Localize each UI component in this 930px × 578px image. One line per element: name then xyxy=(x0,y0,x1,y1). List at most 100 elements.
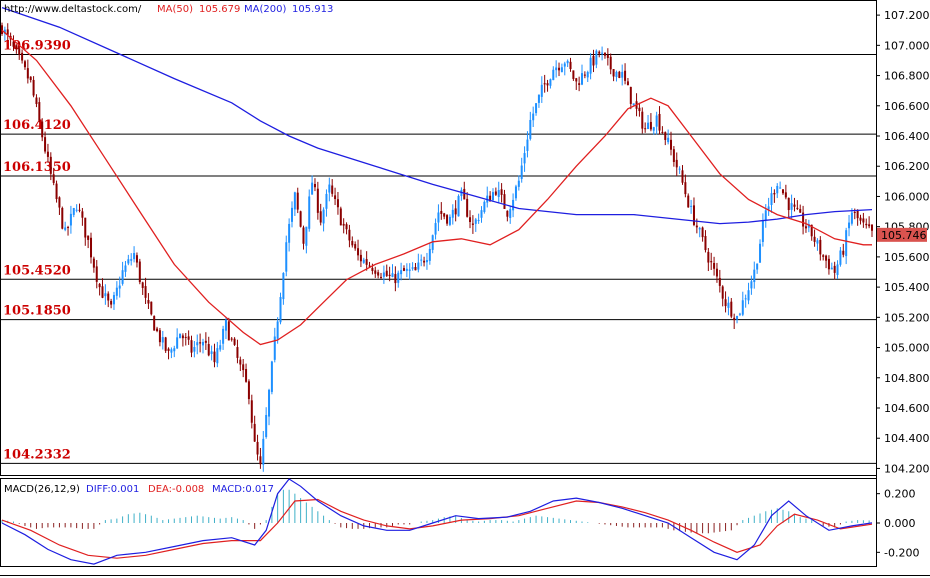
candle-body xyxy=(207,344,210,356)
price-tick-label: 106.600 xyxy=(884,100,930,113)
level-label: 105.1850 xyxy=(3,304,71,319)
candle-body xyxy=(853,212,856,214)
candle-body xyxy=(181,335,184,339)
candle-body xyxy=(457,195,460,217)
price-tick-label: 107.000 xyxy=(884,39,930,52)
candle-body xyxy=(655,115,658,127)
candle-body xyxy=(316,188,319,213)
candle-body xyxy=(509,209,512,218)
candle-body xyxy=(69,213,72,226)
candle-body xyxy=(543,83,546,85)
candle-body xyxy=(870,224,874,231)
candle-body xyxy=(704,236,707,251)
candle-body xyxy=(603,52,606,56)
price-tick-label: 106.200 xyxy=(884,160,930,173)
level-label: 105.4520 xyxy=(3,263,71,278)
last-price-box xyxy=(877,227,927,242)
candle-body xyxy=(420,259,423,261)
candle-body xyxy=(761,220,764,242)
candle-body xyxy=(32,79,35,96)
candle-body xyxy=(112,295,115,305)
price-tick-label: 104.800 xyxy=(884,372,930,385)
candle-body xyxy=(839,250,842,265)
candle-body xyxy=(196,342,199,346)
candle-body xyxy=(862,218,865,223)
candle-body xyxy=(293,192,296,210)
candle-body xyxy=(661,131,664,133)
candle-body xyxy=(647,122,650,129)
candle-body xyxy=(247,381,250,400)
candle-body xyxy=(124,265,127,272)
candle-body xyxy=(87,235,90,240)
candle-body xyxy=(575,78,578,82)
candle-body xyxy=(256,441,259,455)
macd-title: MACD(26,12,9) xyxy=(4,484,80,495)
candle-body xyxy=(641,111,644,129)
candle-body xyxy=(816,240,819,244)
candle-body xyxy=(288,223,291,243)
candle-body xyxy=(49,156,52,174)
candle-body xyxy=(135,255,138,263)
candle-body xyxy=(494,191,497,195)
candle-body xyxy=(466,198,469,217)
candle-body xyxy=(319,211,322,223)
candle-body xyxy=(224,319,227,331)
candle-body xyxy=(480,210,483,218)
level-label: 104.2332 xyxy=(3,447,71,462)
candle-body xyxy=(744,298,747,300)
candle-body xyxy=(779,187,782,189)
candle-body xyxy=(520,165,523,179)
candle-body xyxy=(23,61,26,68)
candle-body xyxy=(606,54,609,58)
candle-body xyxy=(523,153,526,164)
candle-body xyxy=(836,264,839,275)
candle-body xyxy=(701,227,704,238)
macd-indicator xyxy=(1,478,873,565)
candle-body xyxy=(787,197,790,211)
candle-body xyxy=(144,286,147,298)
candle-body xyxy=(279,297,282,323)
candle-body xyxy=(747,290,750,301)
candle-body xyxy=(67,227,70,229)
candle-body xyxy=(506,210,509,217)
candle-body xyxy=(0,25,4,34)
candle-body xyxy=(374,270,377,274)
candle-body xyxy=(167,348,170,351)
candle-body xyxy=(825,255,828,261)
candle-body xyxy=(793,204,796,207)
candle-body xyxy=(759,243,762,263)
candle-body xyxy=(865,223,868,226)
candle-body xyxy=(285,242,288,272)
candle-body xyxy=(810,224,813,237)
candle-body xyxy=(615,71,618,78)
candle-body xyxy=(161,337,164,343)
candle-body xyxy=(362,259,365,263)
candle-body xyxy=(451,209,454,218)
candle-body xyxy=(842,250,845,255)
candle-body xyxy=(621,71,624,78)
candle-body xyxy=(187,336,190,340)
macd-macd-label: MACD:0.017 xyxy=(212,484,274,495)
candle-body xyxy=(532,113,535,121)
candle-body xyxy=(652,127,655,131)
candle-body xyxy=(98,283,101,288)
candle-body xyxy=(707,251,710,263)
candle-body xyxy=(489,195,492,202)
candle-body xyxy=(672,149,675,162)
candles xyxy=(0,22,874,472)
candle-body xyxy=(592,55,595,66)
candle-body xyxy=(101,286,104,298)
candle-body xyxy=(667,137,670,143)
candle-body xyxy=(819,239,822,255)
ma200-line xyxy=(1,6,873,225)
candle-body xyxy=(130,259,133,261)
candle-body xyxy=(210,351,213,354)
candle-body xyxy=(52,174,55,183)
candle-body xyxy=(658,113,661,131)
candle-body xyxy=(428,248,431,261)
candle-body xyxy=(371,267,374,272)
candle-body xyxy=(250,400,253,423)
candle-body xyxy=(813,236,816,242)
candle-body xyxy=(784,192,787,198)
candle-body xyxy=(776,185,779,194)
